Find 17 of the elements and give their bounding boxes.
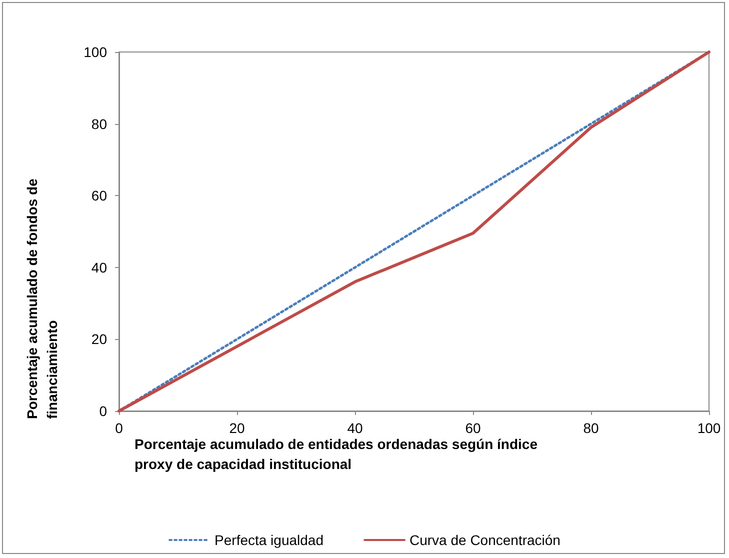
y-tick-label: 0 — [99, 403, 108, 419]
y-tick-label: 80 — [91, 116, 108, 132]
x-tick-label: 80 — [583, 420, 599, 436]
y-tick-label: 20 — [91, 331, 108, 348]
x-tick-label: 40 — [347, 420, 363, 436]
legend-label: Perfecta igualdad — [214, 532, 324, 548]
x-axis-title: Porcentaje acumulado de entidades ordenadas según índice proxy de capacidad institucional — [134, 436, 542, 472]
x-tick-label: 0 — [115, 420, 124, 436]
x-tick-label: 20 — [229, 420, 245, 436]
x-tick-label: 60 — [465, 420, 481, 436]
x-tick-label: 100 — [697, 420, 721, 436]
legend-label: Curva de Concentración — [409, 532, 560, 548]
y-tick-label: 40 — [91, 259, 108, 276]
line-series — [118, 50, 710, 412]
y-axis-title: Porcentaje acumulado de fondos de financiamiento — [24, 174, 60, 419]
y-tick-label: 100 — [84, 44, 108, 60]
y-tick-label: 60 — [91, 188, 108, 204]
